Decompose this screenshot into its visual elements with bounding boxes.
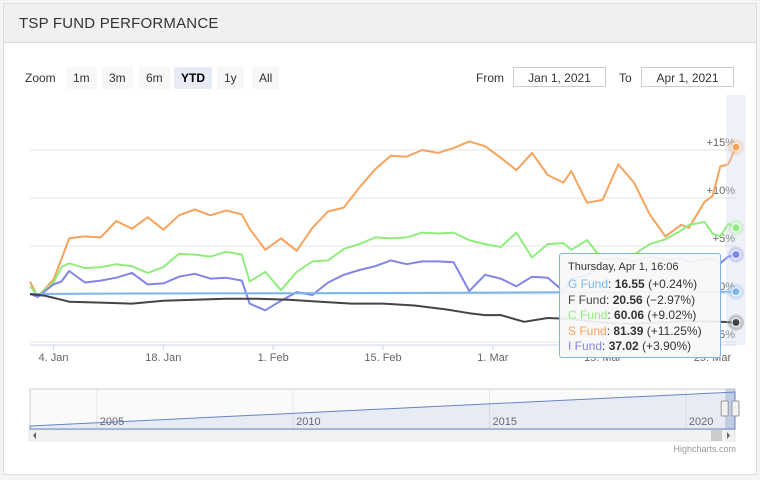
tooltip-price: 20.56 <box>612 292 643 307</box>
tooltip-row-s: S Fund: 81.39 (+11.25%) <box>568 323 702 338</box>
navigator-handle[interactable] <box>731 400 740 417</box>
scroll-right-arrow-icon[interactable] <box>727 432 730 439</box>
x-tick-label: 18. Jan <box>145 352 181 364</box>
zoom-all-button[interactable]: All <box>252 67 280 89</box>
tooltip-row-f: F Fund: 20.56 (−2.97%) <box>568 292 696 307</box>
tooltip-price: 37.02 <box>608 339 639 353</box>
navigator-series <box>29 391 736 430</box>
range-to-input[interactable]: Apr 1, 2021 <box>641 67 734 87</box>
tooltip-price: 60.06 <box>614 308 645 322</box>
tooltip-change: (+9.02%) <box>647 308 697 322</box>
y-tick-label: +15% <box>707 137 736 149</box>
tooltip-price: 81.39 <box>613 323 644 338</box>
x-tick-label: 15. Feb <box>364 352 401 364</box>
tooltip-fund-name: G Fund <box>568 277 609 291</box>
zoom-ytd-button[interactable]: YTD <box>174 67 212 89</box>
tooltip-row-i: I Fund: 37.02 (+3.90%) <box>568 339 692 353</box>
series-marker-c-fund <box>731 223 741 233</box>
panel-header: TSP FUND PERFORMANCE <box>4 4 756 43</box>
range-to-label: To <box>619 71 632 85</box>
tooltip-change: (+11.25%) <box>646 323 702 338</box>
credits-link[interactable]: Highcharts.com <box>673 444 736 454</box>
navigator-year-label: 2020 <box>689 416 713 428</box>
y-tick-label: 0% <box>719 281 735 293</box>
scroll-left-arrow-icon[interactable] <box>33 432 36 439</box>
tooltip-change: (−2.97%) <box>646 292 696 307</box>
x-tick-label: 1. Mar <box>477 352 509 364</box>
x-tick-label: 4. Jan <box>39 352 69 364</box>
series-marker-s-fund <box>731 142 741 152</box>
tooltip-price: 16.55 <box>614 277 645 291</box>
tooltip-change: (+0.24%) <box>648 277 698 291</box>
series-line-s-fund <box>29 140 737 298</box>
tooltip: Thursday, Apr 1, 16:06 G Fund: 16.55 (+0… <box>559 253 721 358</box>
tooltip-row-c: C Fund: 60.06 (+9.02%) <box>568 308 697 322</box>
tooltip-fund-name: S Fund <box>568 323 607 338</box>
zoom-label: Zoom <box>25 71 56 85</box>
series-marker-f-fund <box>731 318 741 328</box>
scrollbar-track[interactable] <box>28 429 736 442</box>
zoom-1y-button[interactable]: 1y <box>217 67 244 89</box>
tooltip-row-g: G Fund: 16.55 (+0.24%) <box>568 277 698 291</box>
zoom-3m-button[interactable]: 3m <box>102 67 133 89</box>
range-from-label: From <box>476 71 504 85</box>
navigator-handle[interactable] <box>720 400 729 417</box>
navigator-selection <box>725 389 735 429</box>
tooltip-fund-name: F Fund <box>568 292 607 307</box>
x-tick-label: 1. Feb <box>258 352 289 364</box>
tooltip-header: Thursday, Apr 1, 16:06 <box>568 261 679 273</box>
series-marker-g-fund <box>731 287 741 297</box>
range-from-input[interactable]: Jan 1, 2021 <box>513 67 606 87</box>
tooltip-fund-name: C Fund <box>568 308 608 322</box>
page-title: TSP FUND PERFORMANCE <box>19 15 219 32</box>
series-marker-i-fund <box>731 250 741 260</box>
zoom-1m-button[interactable]: 1m <box>66 67 97 89</box>
scrollbar-thumb[interactable] <box>711 430 722 441</box>
navigator-year-label: 2015 <box>493 416 517 428</box>
tooltip-change: (+3.90%) <box>642 339 692 353</box>
zoom-6m-button[interactable]: 6m <box>139 67 170 89</box>
tooltip-fund-name: I Fund <box>568 339 603 353</box>
series-line-c-fund <box>29 221 737 297</box>
navigator-year-label: 2010 <box>296 416 320 428</box>
